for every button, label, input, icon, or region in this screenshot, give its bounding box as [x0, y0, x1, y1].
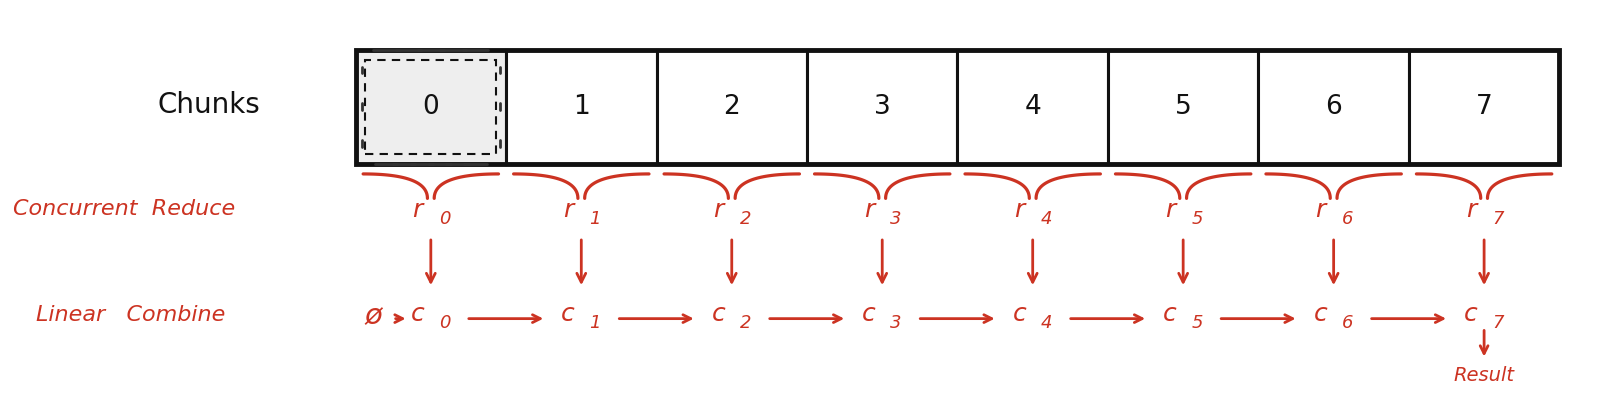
Text: c: c [862, 302, 875, 326]
Text: r: r [1466, 198, 1477, 222]
Polygon shape [806, 49, 957, 164]
Text: 2: 2 [739, 314, 752, 332]
Text: 6: 6 [1325, 94, 1342, 120]
Text: r: r [1315, 198, 1326, 222]
Text: 3: 3 [890, 314, 902, 332]
Text: 4: 4 [1024, 94, 1042, 120]
Text: c: c [712, 302, 725, 326]
Text: c: c [1013, 302, 1026, 326]
Text: 4: 4 [1040, 210, 1053, 228]
Text: 4: 4 [1040, 314, 1053, 332]
Text: 0: 0 [438, 314, 450, 332]
Polygon shape [1410, 49, 1560, 164]
Text: ø: ø [365, 303, 382, 330]
Text: 1: 1 [589, 210, 600, 228]
Text: r: r [563, 198, 573, 222]
Polygon shape [355, 49, 506, 164]
Polygon shape [1259, 49, 1410, 164]
Text: 3: 3 [874, 94, 891, 120]
Polygon shape [957, 49, 1107, 164]
Polygon shape [1107, 49, 1259, 164]
Polygon shape [506, 49, 656, 164]
Text: Chunks: Chunks [157, 91, 259, 119]
Text: r: r [714, 198, 723, 222]
Text: 5: 5 [1174, 94, 1192, 120]
Text: 2: 2 [739, 210, 752, 228]
Text: Result: Result [1454, 366, 1515, 385]
Text: 3: 3 [890, 210, 902, 228]
Text: Concurrent  Reduce: Concurrent Reduce [13, 199, 235, 218]
Text: 5: 5 [1190, 210, 1203, 228]
Text: 7: 7 [1475, 94, 1493, 120]
Text: 0: 0 [422, 94, 438, 120]
Text: 2: 2 [723, 94, 741, 120]
Text: 5: 5 [1190, 314, 1203, 332]
Text: 6: 6 [1342, 314, 1354, 332]
Text: c: c [1314, 302, 1328, 326]
Text: c: c [562, 302, 574, 326]
Text: 1: 1 [589, 314, 600, 332]
Text: r: r [413, 198, 422, 222]
Text: r: r [864, 198, 874, 222]
Polygon shape [656, 49, 806, 164]
Text: r: r [1014, 198, 1024, 222]
Text: r: r [1165, 198, 1174, 222]
Text: 7: 7 [1493, 210, 1504, 228]
Text: 6: 6 [1342, 210, 1354, 228]
Text: 1: 1 [573, 94, 590, 120]
Text: 0: 0 [438, 210, 450, 228]
Text: c: c [411, 302, 424, 326]
Text: c: c [1163, 302, 1176, 326]
Text: Linear   Combine: Linear Combine [35, 305, 226, 325]
Text: 7: 7 [1493, 314, 1504, 332]
Text: c: c [1464, 302, 1478, 326]
